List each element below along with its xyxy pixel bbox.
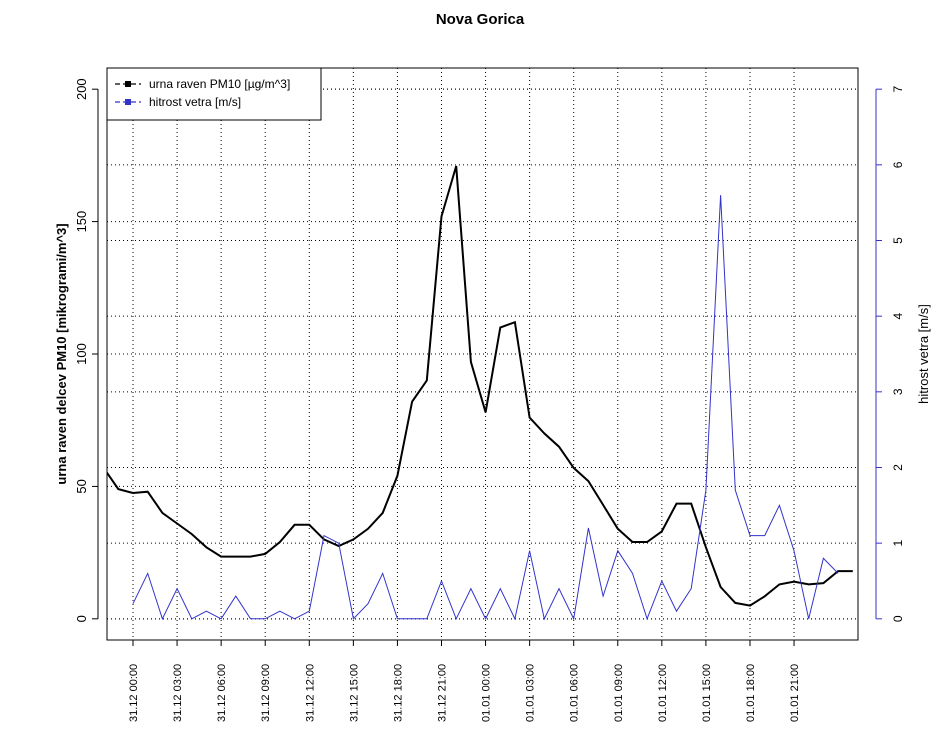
y2-tick-label: 5 bbox=[891, 237, 905, 244]
x-tick-label: 01.01 21:00 bbox=[789, 664, 801, 722]
y2-tick-label: 7 bbox=[891, 86, 905, 93]
x-tick-label: 31.12 00:00 bbox=[128, 664, 140, 722]
x-tick-label: 31.12 18:00 bbox=[392, 664, 404, 722]
y2-tick-label: 1 bbox=[891, 539, 905, 546]
y-tick-label: 150 bbox=[74, 211, 89, 233]
y2-tick-label: 0 bbox=[891, 615, 905, 622]
y2-axis-label: hitrost vetra [m/s] bbox=[916, 304, 931, 404]
y-axis-label: urna raven delcev PM10 [mikrogrami/m^3] bbox=[54, 223, 69, 484]
legend-label: urna raven PM10 [µg/m^3] bbox=[149, 77, 290, 91]
x-tick-label: 31.12 09:00 bbox=[260, 664, 272, 722]
x-tick-label: 31.12 15:00 bbox=[348, 664, 360, 722]
series-line bbox=[107, 165, 853, 607]
x-tick-label: 01.01 06:00 bbox=[569, 664, 581, 722]
x-tick-label: 01.01 18:00 bbox=[745, 664, 757, 722]
plot-area bbox=[107, 165, 853, 621]
y2-tick-label: 6 bbox=[891, 161, 905, 168]
series-line bbox=[132, 195, 839, 621]
y-tick-label: 200 bbox=[74, 78, 89, 100]
chart-title: Nova Gorica bbox=[436, 11, 525, 28]
x-tick-label: 01.01 09:00 bbox=[613, 664, 625, 722]
y-tick-label: 100 bbox=[74, 343, 89, 365]
plot-frame bbox=[106, 67, 859, 641]
legend-label: hitrost vetra [m/s] bbox=[149, 95, 241, 109]
y2-tick-label: 3 bbox=[891, 388, 905, 395]
x-tick-label: 31.12 12:00 bbox=[304, 664, 316, 722]
y2-tick-label: 2 bbox=[891, 464, 905, 471]
x-tick-label: 31.12 06:00 bbox=[216, 664, 228, 722]
y-tick-label: 50 bbox=[74, 479, 89, 493]
x-tick-label: 01.01 12:00 bbox=[657, 664, 669, 722]
y2-tick-label: 4 bbox=[891, 313, 905, 320]
x-tick-label: 01.01 00:00 bbox=[481, 664, 493, 722]
y-tick-label: 0 bbox=[74, 615, 89, 622]
x-tick-label: 01.01 15:00 bbox=[701, 664, 713, 722]
legend-marker bbox=[125, 81, 131, 87]
legend-marker bbox=[125, 99, 131, 105]
x-tick-label: 31.12 21:00 bbox=[436, 664, 448, 722]
x-tick-label: 01.01 03:00 bbox=[525, 664, 537, 722]
x-tick-label: 31.12 03:00 bbox=[172, 664, 184, 722]
legend-box bbox=[106, 67, 322, 121]
